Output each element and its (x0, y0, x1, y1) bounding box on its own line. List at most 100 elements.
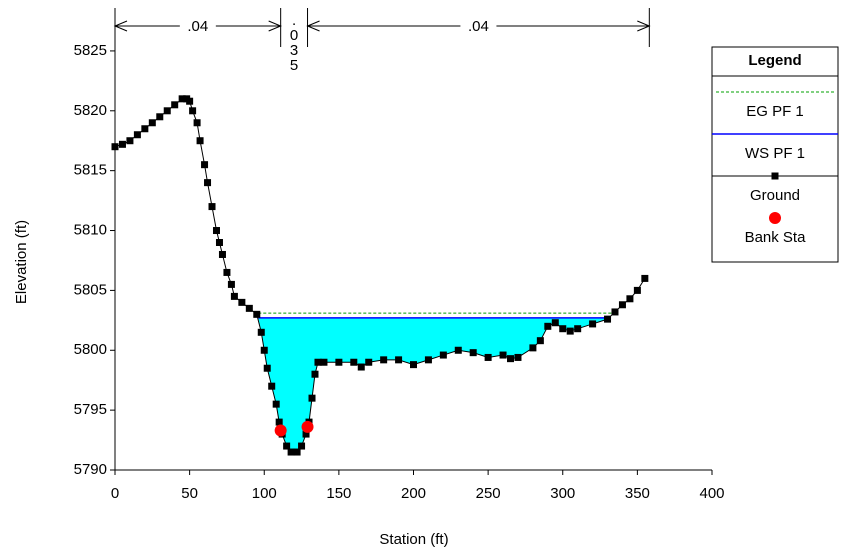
ground-point (544, 322, 552, 330)
ground-point (350, 358, 358, 366)
ground-point (111, 143, 119, 151)
ground-point (260, 346, 268, 354)
x-tick-label: 200 (401, 485, 426, 502)
ground-point (469, 349, 477, 357)
x-tick-label: 150 (326, 485, 351, 502)
y-tick-label: 5790 (74, 461, 107, 478)
n-label: .04 (468, 18, 489, 35)
ground-point (536, 337, 544, 345)
ground-point (272, 400, 280, 408)
ground-point (227, 280, 235, 288)
ground-line (114, 98, 646, 453)
y-tick-label: 5800 (74, 341, 107, 358)
ground-point (171, 101, 179, 109)
ground-point (365, 358, 373, 366)
ground-point (559, 325, 567, 333)
ground-point (287, 448, 295, 456)
n-label: .04 (187, 18, 208, 35)
ground-point (196, 137, 204, 145)
bank-station (274, 424, 287, 437)
ground-point (514, 353, 522, 361)
ground-point (439, 351, 447, 359)
ground-point (257, 328, 265, 336)
ground-point (275, 418, 283, 426)
y-tick-label: 5815 (74, 162, 107, 179)
x-tick-label: 400 (699, 485, 724, 502)
ground-point (204, 179, 212, 187)
ground-point (186, 97, 194, 105)
y-tick-label: 5795 (74, 401, 107, 418)
ground-point (633, 286, 641, 294)
n-label-bg (460, 17, 497, 35)
ground-point (302, 430, 310, 438)
ground-point (499, 351, 507, 359)
ground-point (566, 327, 574, 335)
x-tick-label: 350 (625, 485, 650, 502)
ground-point (215, 239, 223, 246)
ground-point (410, 361, 417, 369)
ground-point (395, 356, 403, 364)
ground-point (293, 448, 301, 456)
legend-label: EG PF 1 (746, 103, 804, 120)
ground-point (618, 301, 626, 309)
water-fill (258, 317, 608, 453)
ground-point (218, 250, 226, 258)
n-arrowhead (306, 20, 651, 32)
ground-point (589, 320, 597, 328)
ground-point (335, 358, 343, 366)
ground-point (208, 203, 216, 211)
legend-title: Legend (748, 52, 801, 69)
n-label: .035 (286, 12, 303, 72)
ground-point (604, 315, 612, 323)
y-tick-label: 5825 (74, 42, 107, 59)
ground-point (626, 295, 634, 303)
ground-point (424, 356, 432, 364)
ground-point (223, 268, 231, 276)
ground-point (641, 274, 649, 282)
y-axis-label: Elevation (ft) (13, 220, 30, 304)
n-arrowhead (113, 20, 282, 32)
ground-point (507, 355, 515, 363)
x-tick-label: 250 (476, 485, 501, 502)
ground-point (118, 140, 126, 148)
y-tick-label: 5810 (74, 221, 107, 238)
ground-point (484, 353, 492, 361)
ground-point (238, 298, 246, 306)
ground-point (380, 356, 388, 364)
ground-point (156, 113, 164, 121)
ground-point (133, 131, 141, 139)
ground-point (357, 363, 365, 371)
ground-point (163, 107, 171, 115)
ground-point (283, 442, 291, 450)
ground-point (245, 304, 253, 312)
x-axis-label: Station (ft) (379, 531, 448, 548)
ground-point (268, 382, 276, 390)
ground-point (189, 107, 197, 115)
ground-point (311, 370, 319, 378)
bank-station (301, 420, 314, 433)
ground-point (320, 358, 328, 366)
x-tick-label: 100 (252, 485, 277, 502)
ground-point (126, 137, 134, 145)
ground-point (529, 344, 537, 352)
ground-point (141, 125, 149, 133)
ground-point (454, 346, 462, 354)
ground-point (308, 394, 316, 402)
y-tick-label: 5805 (74, 281, 107, 298)
x-tick-label: 0 (111, 485, 119, 502)
ground-point (253, 310, 261, 318)
y-tick-label: 5820 (74, 102, 107, 119)
legend-label: Bank Sta (745, 229, 807, 246)
ground-point (193, 119, 201, 127)
ground-point (201, 161, 209, 169)
ground-point (148, 119, 156, 127)
x-tick-label: 300 (550, 485, 575, 502)
ground-point (298, 442, 306, 450)
ground-point (230, 292, 238, 300)
legend-label: WS PF 1 (745, 145, 805, 162)
ground-point (178, 95, 186, 103)
ground-point (551, 319, 559, 327)
n-label-bg (179, 17, 216, 35)
legend-label: Ground (750, 187, 800, 204)
